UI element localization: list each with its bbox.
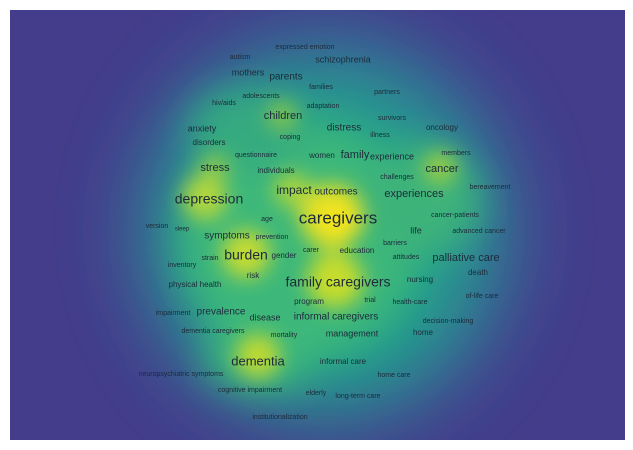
term-label: children	[264, 110, 303, 122]
term-label: long-term care	[335, 393, 380, 400]
term-label: hiv/aids	[212, 100, 236, 107]
term-label: health-care	[392, 299, 427, 306]
term-label: prevention	[256, 234, 289, 241]
term-label: bereavement	[470, 184, 511, 191]
term-label: cognitive impairment	[218, 387, 282, 394]
term-label: informal caregivers	[294, 312, 378, 323]
term-label: mortality	[271, 332, 298, 339]
term-label: families	[309, 84, 333, 91]
term-label: strain	[201, 255, 218, 262]
term-label: parents	[269, 72, 302, 83]
term-label: anxiety	[188, 123, 217, 133]
term-label: version	[146, 223, 169, 230]
term-label: nursing	[407, 275, 433, 284]
term-label: adaptation	[307, 103, 340, 110]
term-label: family caregivers	[285, 274, 390, 290]
term-label: autism	[230, 54, 251, 61]
term-label: symptoms	[204, 231, 250, 242]
term-label: of-life care	[466, 293, 499, 300]
term-labels: expressed emotion autism schizophrenia moth…	[139, 44, 511, 421]
term-label: dementia	[231, 353, 285, 368]
term-label: management	[326, 328, 379, 338]
term-label: survivors	[378, 115, 407, 122]
term-label: gender	[272, 251, 297, 260]
term-label: stress	[200, 162, 230, 174]
term-label: disorders	[193, 138, 226, 147]
term-label: impairment	[156, 310, 191, 317]
term-label: attitudes	[393, 254, 420, 261]
term-label: home care	[377, 372, 410, 379]
term-label: caregivers	[299, 208, 377, 227]
term-label: oncology	[426, 123, 458, 132]
term-label: dementia caregivers	[181, 328, 245, 335]
term-label: women	[308, 151, 335, 160]
term-label: barriers	[383, 240, 407, 247]
term-label: cancer	[425, 163, 458, 175]
term-label: questionnaire	[235, 152, 277, 159]
term-label: family	[341, 149, 370, 161]
term-label: illness	[370, 132, 390, 139]
term-label: individuals	[257, 166, 294, 175]
term-label: decision-making	[423, 318, 474, 325]
term-label: challenges	[380, 174, 414, 181]
term-label: distress	[327, 123, 361, 134]
term-label: elderly	[306, 390, 327, 397]
term-label: burden	[224, 247, 268, 263]
term-label: neuropsychiatric symptoms	[139, 371, 224, 378]
term-label: inventory	[168, 262, 197, 269]
term-label: life	[410, 225, 422, 235]
term-label: physical health	[169, 280, 222, 289]
term-label: impact	[276, 183, 312, 197]
term-label: cancer-patients	[431, 212, 479, 219]
term-label: outcomes	[314, 187, 357, 198]
term-label: experiences	[384, 188, 444, 200]
term-label: experience	[370, 151, 414, 161]
term-label: institutionalization	[252, 414, 307, 421]
term-label: disease	[249, 312, 280, 322]
term-label: informal care	[320, 357, 367, 366]
term-label: schizophrenia	[315, 54, 371, 64]
term-label: advanced cancer	[452, 228, 506, 235]
term-label: trial	[364, 297, 376, 304]
density	[135, 35, 515, 425]
term-label: members	[441, 150, 471, 157]
term-label: carer	[303, 247, 320, 254]
term-label: adolescents	[242, 93, 280, 100]
term-label: sleep	[175, 227, 190, 233]
term-label: prevalence	[197, 307, 246, 318]
term-label: palliative care	[432, 252, 499, 264]
term-label: depression	[175, 191, 244, 207]
term-label: expressed emotion	[275, 44, 334, 51]
term-label: mothers	[232, 67, 265, 77]
term-label: program	[294, 297, 324, 306]
term-label: coping	[280, 134, 301, 141]
term-label: partners	[374, 89, 400, 96]
term-label: age	[261, 216, 273, 223]
term-label: risk	[247, 271, 260, 280]
term-label: education	[340, 246, 375, 255]
term-label: death	[468, 268, 488, 277]
term-label: home	[413, 328, 434, 337]
